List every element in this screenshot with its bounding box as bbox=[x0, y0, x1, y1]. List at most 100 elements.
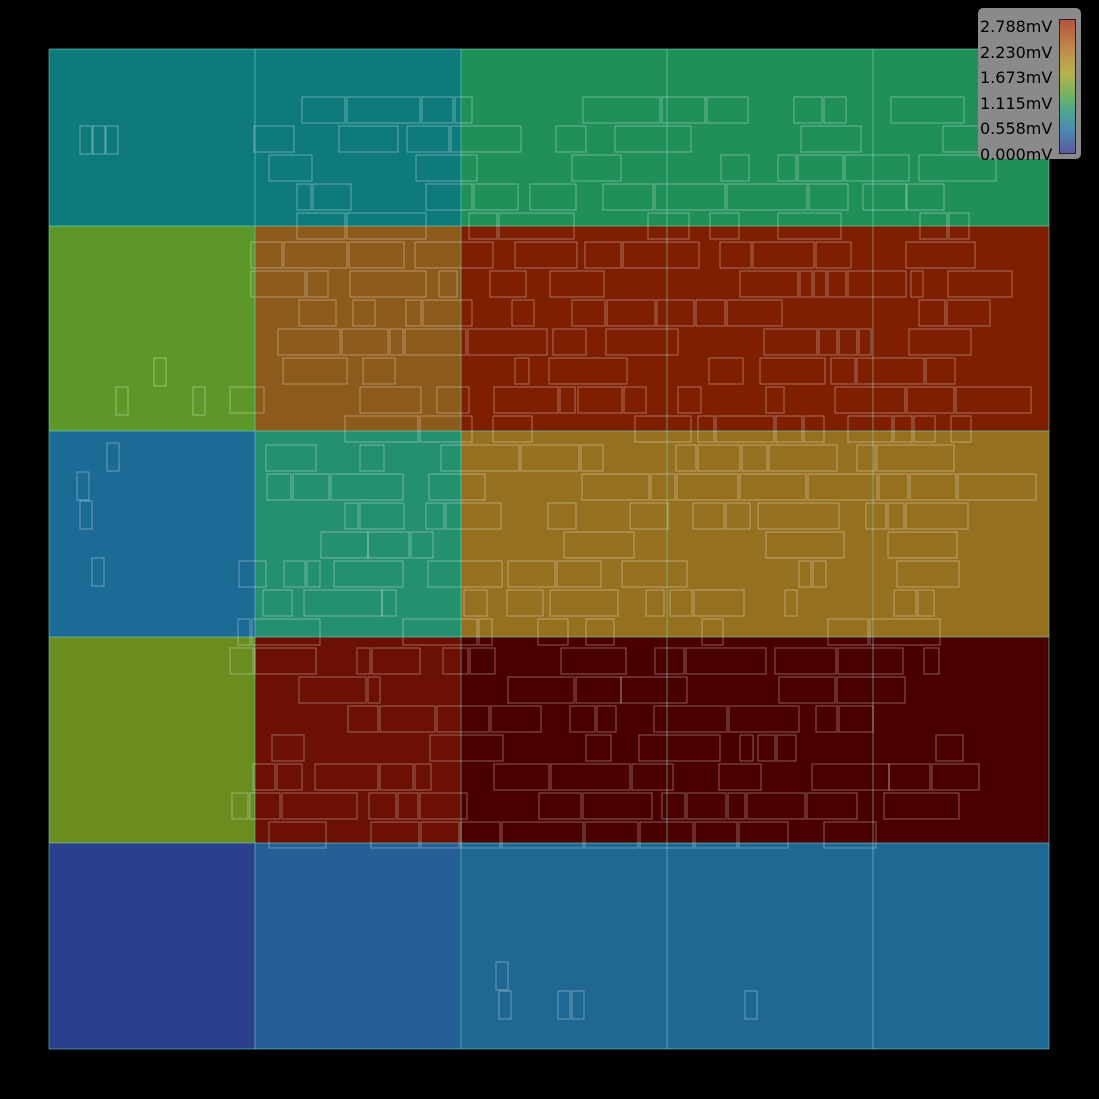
cell-outline bbox=[811, 763, 890, 791]
cell-outline bbox=[422, 299, 473, 327]
cell-outline bbox=[878, 473, 909, 501]
cell-outline bbox=[498, 212, 575, 240]
heatmap-cell bbox=[667, 637, 873, 843]
cell-outline bbox=[557, 990, 571, 1020]
heatmap-cell bbox=[873, 843, 1049, 1049]
cell-outline bbox=[584, 821, 639, 849]
cell-outline bbox=[581, 473, 650, 501]
cell-outline bbox=[555, 125, 587, 153]
cell-outline bbox=[893, 589, 917, 617]
cell-outline bbox=[741, 444, 768, 472]
cell-outline bbox=[582, 792, 653, 820]
cell-outline bbox=[606, 299, 656, 327]
cell-outline bbox=[250, 241, 283, 269]
cell-outline bbox=[333, 560, 404, 588]
cell-outline bbox=[460, 821, 501, 849]
cell-outline bbox=[283, 560, 306, 588]
heatmap-cell bbox=[255, 843, 461, 1049]
cell-outline bbox=[569, 705, 596, 733]
cell-outline bbox=[454, 96, 473, 124]
cell-outline bbox=[379, 705, 436, 733]
cell-outline bbox=[918, 299, 946, 327]
cell-outline bbox=[726, 299, 783, 327]
cell-outline bbox=[784, 589, 798, 617]
cell-outline bbox=[799, 270, 813, 298]
cell-outline bbox=[701, 618, 724, 646]
cell-outline bbox=[908, 328, 972, 356]
heatmap-cell bbox=[255, 431, 461, 637]
cell-outline bbox=[925, 357, 956, 385]
cell-outline bbox=[362, 357, 396, 385]
cell-outline bbox=[560, 647, 627, 675]
heatmap-cell bbox=[49, 49, 255, 226]
cell-outline bbox=[763, 328, 818, 356]
cell-outline bbox=[346, 96, 421, 124]
cell-outline bbox=[450, 125, 522, 153]
cell-outline bbox=[298, 299, 337, 327]
cell-outline bbox=[250, 270, 306, 298]
cell-outline bbox=[948, 212, 970, 240]
cell-outline bbox=[677, 386, 702, 414]
cell-outline bbox=[436, 386, 470, 414]
cell-outline bbox=[706, 96, 749, 124]
cell-outline bbox=[695, 299, 726, 327]
cell-outline bbox=[281, 792, 358, 820]
cell-outline bbox=[301, 96, 346, 124]
cell-outline bbox=[818, 328, 838, 356]
cell-outline bbox=[498, 990, 512, 1020]
cell-outline bbox=[622, 241, 700, 269]
cell-outline bbox=[746, 792, 806, 820]
cell-outline bbox=[556, 560, 602, 588]
cell-outline bbox=[338, 125, 399, 153]
cell-outline bbox=[349, 270, 427, 298]
cell-outline bbox=[549, 270, 605, 298]
cell-outline bbox=[330, 473, 404, 501]
cell-outline bbox=[359, 386, 422, 414]
cell-outline bbox=[537, 618, 569, 646]
cell-outline bbox=[605, 328, 679, 356]
cell-outline bbox=[910, 270, 924, 298]
cell-outline bbox=[550, 763, 631, 791]
cell-outline bbox=[414, 241, 494, 269]
cell-outline bbox=[905, 502, 969, 530]
cell-outline bbox=[495, 961, 509, 991]
cell-outline bbox=[806, 792, 858, 820]
cell-outline bbox=[883, 792, 960, 820]
cell-outline bbox=[718, 763, 762, 791]
cell-outline bbox=[253, 125, 295, 153]
cell-outline bbox=[639, 821, 694, 849]
heatmap-cell bbox=[461, 637, 667, 843]
cell-outline bbox=[425, 183, 473, 211]
cell-outline bbox=[634, 415, 692, 443]
heatmap-cell bbox=[255, 49, 461, 226]
cell-outline bbox=[661, 96, 706, 124]
cell-outline bbox=[739, 734, 754, 762]
cell-outline bbox=[406, 125, 450, 153]
cell-outline bbox=[429, 734, 504, 762]
heatmap-cells bbox=[49, 49, 1049, 1049]
cell-outline bbox=[192, 386, 206, 416]
cell-outline bbox=[776, 734, 797, 762]
legend-tick-label: 1.115mV bbox=[980, 94, 1053, 113]
cell-outline bbox=[91, 557, 105, 587]
cell-outline bbox=[563, 531, 635, 559]
cell-outline bbox=[739, 473, 807, 501]
cell-outline bbox=[229, 386, 265, 414]
heatmap-cell bbox=[667, 226, 873, 431]
cell-outline bbox=[153, 357, 167, 387]
legend-tick-label: 1.673mV bbox=[980, 68, 1053, 87]
cell-outline bbox=[909, 473, 957, 501]
cell-outline bbox=[777, 154, 797, 182]
heatmap-cell bbox=[667, 843, 873, 1049]
cell-outline bbox=[442, 647, 469, 675]
cell-outline bbox=[249, 792, 281, 820]
cell-outline bbox=[370, 821, 420, 849]
cell-outline bbox=[367, 531, 410, 559]
cell-outline bbox=[890, 96, 965, 124]
cell-outline bbox=[548, 357, 628, 385]
cell-outline bbox=[896, 560, 960, 588]
cell-outline bbox=[298, 676, 367, 704]
cell-outline bbox=[654, 183, 726, 211]
cell-outline bbox=[237, 618, 251, 646]
cell-outline bbox=[865, 502, 887, 530]
